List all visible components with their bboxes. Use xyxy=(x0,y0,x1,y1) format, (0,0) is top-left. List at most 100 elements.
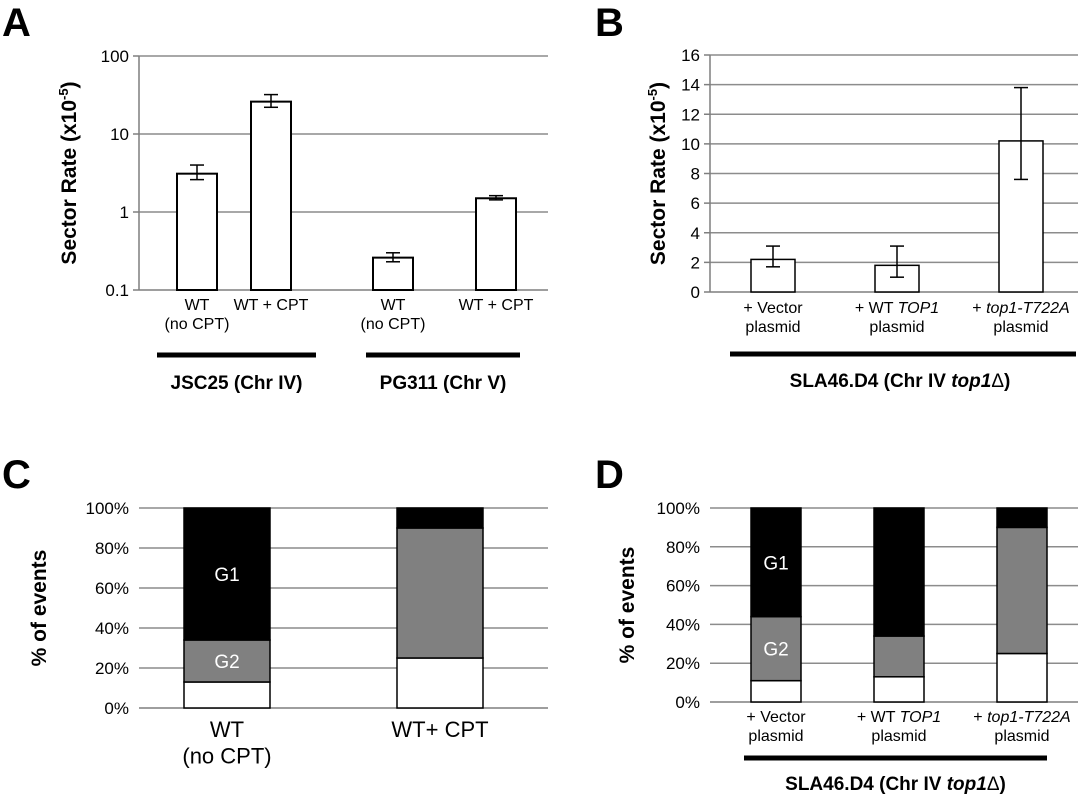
category-label-line: (no CPT) xyxy=(361,316,426,333)
group-label-strain: SLA46.D4 (Chr IV xyxy=(790,371,952,392)
category-label-part: + Vector xyxy=(746,709,806,726)
bar-a-2 xyxy=(372,256,414,291)
y-tick-label-c-2: 40% xyxy=(95,619,129,638)
y-axis-label-exponent: -5 xyxy=(56,88,71,100)
group-label-b: SLA46.D4 (Chr IV top1Δ) xyxy=(790,371,1011,392)
bar-segment-c-1-0 xyxy=(396,657,484,709)
y-tick-label-d-3: 60% xyxy=(666,577,700,596)
y-tick-label-b-1: 2 xyxy=(691,253,700,272)
category-label-part: plasmid xyxy=(745,319,800,336)
segment-label-c-0-2: G1 xyxy=(214,565,239,586)
y-tick-label-a-0: 100 xyxy=(101,47,129,66)
y-tick-label-b-3: 6 xyxy=(691,194,700,213)
y-tick-label-c-1: 20% xyxy=(95,659,129,678)
category-label-line: (no CPT) xyxy=(165,316,230,333)
bar-segment-d-0-1 xyxy=(750,615,802,682)
category-label-part: + WT xyxy=(857,709,900,726)
y-tick-label-a-1: 10 xyxy=(110,125,129,144)
y-tick-label-d-0: 0% xyxy=(675,693,700,712)
segment-label-d-0-1: G2 xyxy=(763,640,788,661)
category-label-part: plasmid xyxy=(869,319,924,336)
bar-a-3 xyxy=(475,197,517,291)
category-label-part: + WT xyxy=(855,300,898,317)
bar-segment-d-2-1 xyxy=(996,526,1048,655)
group-label-a-0: JSC25 (Chr IV) xyxy=(171,373,303,394)
category-label-part: plasmid xyxy=(871,728,926,745)
group-label-delta: Δ xyxy=(987,774,1000,795)
bar-segment-c-0-0 xyxy=(183,681,271,709)
group-label-a-1: PG311 (Chr V) xyxy=(380,373,507,394)
category-label-d-0: + Vector plasmid xyxy=(746,709,806,745)
y-tick-label-b-7: 14 xyxy=(681,76,700,95)
segment-label-d-0-2: G1 xyxy=(763,553,788,574)
group-label-gene: top1 xyxy=(951,371,991,392)
category-label-a-3: WT + CPT xyxy=(459,297,534,314)
bar-segment-d-2-2 xyxy=(996,507,1048,529)
group-label-d: SLA46.D4 (Chr IV top1Δ) xyxy=(785,774,1006,795)
segment-label-c-0-1: G2 xyxy=(214,652,239,673)
bar-segment-c-1-1 xyxy=(396,527,484,659)
category-label-part: top1-T722A xyxy=(987,709,1071,726)
y-tick-label-c-0: 0% xyxy=(104,699,129,718)
y-axis-label-d: % of events xyxy=(616,547,639,664)
bar-segment-c-1-2 xyxy=(396,507,484,529)
bar-segment-c-0-2 xyxy=(183,507,271,641)
category-label-line: WT + CPT xyxy=(234,297,309,314)
y-tick-label-b-2: 4 xyxy=(691,224,700,243)
category-label-part: plasmid xyxy=(994,728,1049,745)
category-label-part: top1-T722A xyxy=(986,300,1070,317)
category-label-b-2: + top1-T722A plasmid xyxy=(972,300,1069,336)
y-tick-label-d-5: 100% xyxy=(657,499,700,518)
category-label-b-0: + Vector plasmid xyxy=(743,300,803,336)
panel-letter-a: A xyxy=(2,1,31,45)
category-label-a-0: WT (no CPT) xyxy=(165,297,230,333)
group-label-delta: Δ xyxy=(991,371,1004,392)
category-label-part: TOP1 xyxy=(900,709,942,726)
category-label-part: + Vector xyxy=(743,300,803,317)
y-tick-label-c-3: 60% xyxy=(95,579,129,598)
y-axis-label-text: Sector Rate (x10 xyxy=(58,100,81,265)
chart-panel-c: 0% 20% 40% 60% 80% 100% G2 G1 WT (no CPT) WT+ CPT%… xyxy=(28,499,548,768)
category-label-b-1: + WT TOP1 plasmid xyxy=(855,300,939,336)
bar-segment-d-2-0 xyxy=(996,652,1048,703)
y-tick-label-a-3: 0.1 xyxy=(105,281,129,300)
bar-segment-d-1-2 xyxy=(873,507,925,637)
y-tick-label-a-2: 1 xyxy=(120,203,129,222)
category-label-line: WT + CPT xyxy=(459,297,534,314)
y-axis-label-text: Sector Rate (x10 xyxy=(647,100,670,265)
category-label-line: WT+ CPT xyxy=(391,717,488,742)
bar-segment-d-0-2 xyxy=(750,507,802,618)
y-tick-label-b-6: 12 xyxy=(681,105,700,124)
category-label-line: WT xyxy=(185,297,210,314)
y-tick-label-b-5: 10 xyxy=(681,135,700,154)
y-axis-label-close: ) xyxy=(647,82,670,89)
group-label-gene: top1 xyxy=(947,774,987,795)
y-axis-label-b: Sector Rate (x10-5) xyxy=(645,82,670,265)
bar-segment-d-1-1 xyxy=(873,635,925,678)
y-axis-label-close: ) xyxy=(58,81,81,88)
y-axis-label-c: % of events xyxy=(28,550,51,667)
y-tick-label-b-0: 0 xyxy=(691,283,700,302)
y-tick-label-b-8: 16 xyxy=(681,46,700,65)
category-label-line: WT xyxy=(210,717,244,742)
category-label-line: (no CPT) xyxy=(182,743,271,768)
panel-letter-c: C xyxy=(2,453,31,497)
bar-a-1 xyxy=(250,100,292,291)
chart-panel-b: 0 2 4 6 8 10 12 14 16 + Vector plasmid + WT TOP1 pla… xyxy=(645,46,1078,392)
y-tick-label-d-1: 20% xyxy=(666,654,700,673)
y-tick-label-c-4: 80% xyxy=(95,539,129,558)
category-label-part: plasmid xyxy=(748,728,803,745)
category-label-d-2: + top1-T722A plasmid xyxy=(973,709,1070,745)
panel-letter-d: D xyxy=(595,453,624,497)
group-label-close: ) xyxy=(1004,371,1010,392)
category-label-part: + xyxy=(973,709,987,726)
category-label-c-1: WT+ CPT xyxy=(391,717,488,742)
category-label-c-0: WT (no CPT) xyxy=(182,717,271,768)
y-axis-label-exponent: -5 xyxy=(645,89,660,101)
category-label-part: TOP1 xyxy=(898,300,940,317)
y-tick-label-b-4: 8 xyxy=(691,165,700,184)
group-label-strain: SLA46.D4 (Chr IV xyxy=(785,774,947,795)
